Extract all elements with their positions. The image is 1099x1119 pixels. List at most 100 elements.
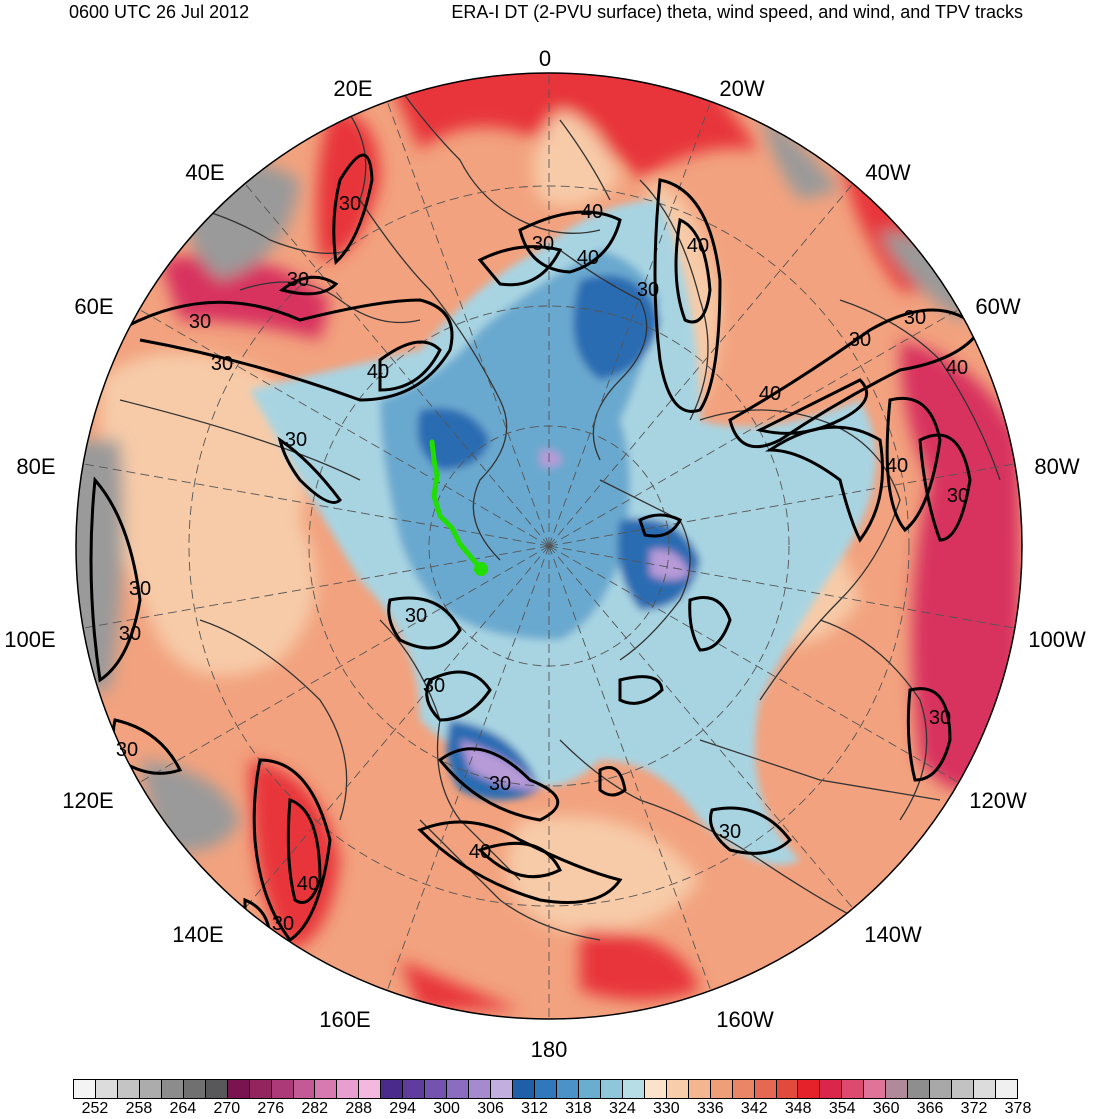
contour-label: 40: [297, 873, 319, 895]
contour-label: 40: [577, 247, 599, 269]
colorbar-swatch: [864, 1080, 887, 1098]
lon-label: 60E: [74, 294, 113, 319]
wind-speed-contours: [89, 153, 982, 943]
meridian-line: [240, 178, 550, 547]
colorbar-swatch: [205, 1080, 228, 1098]
lon-label: 0: [539, 46, 551, 71]
meridian-line: [548, 94, 714, 547]
meridian-line: [384, 545, 550, 998]
contour-label: 30: [285, 429, 307, 451]
lon-label: 20W: [719, 76, 764, 101]
colorbar-swatch: [337, 1080, 360, 1098]
meridian-line: [548, 545, 1022, 630]
lon-label: 60W: [975, 294, 1020, 319]
colorbar-swatch: [600, 1080, 623, 1098]
colorbar-tick-label: 378: [1004, 1100, 1032, 1117]
colorbar-swatch: [249, 1080, 272, 1098]
meridian-line: [133, 545, 550, 787]
colorbar-tick-label: 336: [696, 1100, 724, 1117]
colorbar-swatch: [183, 1080, 206, 1098]
lon-label: 120W: [969, 788, 1027, 813]
contour-label: 30: [287, 269, 309, 291]
colorbar-tick-label: 366: [916, 1100, 944, 1117]
meridian-line: [548, 545, 858, 914]
meridian-line: [133, 305, 550, 547]
contour-label: 30: [929, 707, 951, 729]
contour-label: 40: [581, 201, 603, 223]
contour-label: 40: [469, 841, 491, 863]
contour-label: 30: [119, 623, 141, 645]
colorbar-swatch: [996, 1080, 1017, 1098]
colorbar-swatch: [732, 1080, 755, 1098]
colorbar-swatch: [578, 1080, 601, 1098]
graticule: [76, 73, 1022, 1019]
colorbar-swatch: [293, 1080, 316, 1098]
colorbar-tick-label: 312: [521, 1100, 548, 1117]
colorbar-tick-label: 330: [653, 1100, 680, 1117]
meridian-line: [548, 462, 1022, 547]
colorbar-swatch: [952, 1080, 975, 1098]
plot-title: ERA-I DT (2-PVU surface) theta, wind spe…: [451, 2, 1023, 22]
colorbar-swatch: [820, 1080, 843, 1098]
colorbar-tick-label: 360: [872, 1100, 900, 1117]
lon-label: 20E: [333, 76, 372, 101]
lon-label: 180: [531, 1037, 568, 1062]
colorbar-swatch: [556, 1080, 579, 1098]
colorbar-swatch: [798, 1080, 821, 1098]
colorbar-swatch: [469, 1080, 492, 1098]
colorbar-swatch: [754, 1080, 777, 1098]
colorbar-tick-label: 348: [784, 1100, 812, 1117]
colorbar-swatch: [974, 1080, 997, 1098]
colorbar-tick-label: 354: [828, 1100, 856, 1117]
colorbar-tick-label: 258: [125, 1100, 153, 1117]
contour-label: 40: [687, 235, 709, 257]
colorbar-swatch: [74, 1080, 96, 1098]
colorbar-swatch: [908, 1080, 931, 1098]
meridian-line: [384, 94, 550, 547]
longitude-labels: 0 20W 40W 60W 80W 100W 120W 140W 160W 18…: [4, 46, 1086, 1062]
lon-label: 140W: [864, 922, 922, 947]
colorbar-labels: 252 258 264 270 276 282 288 294 300 306 312 318 324 3…: [73, 1100, 1032, 1118]
colorbar-tick-label: 270: [213, 1100, 241, 1117]
contour-label: 30: [189, 311, 211, 333]
colorbar-swatch: [688, 1080, 711, 1098]
lon-label: 100E: [4, 627, 55, 652]
meridian-line: [548, 305, 965, 547]
contour-label: 30: [405, 605, 427, 627]
contour-label: 30: [211, 353, 233, 375]
contour-label: 40: [367, 361, 389, 383]
colorbar-swatch: [381, 1080, 404, 1098]
colorbar-swatch: [425, 1080, 448, 1098]
meridian-line: [76, 545, 550, 630]
lon-label: 140E: [172, 922, 223, 947]
contour-label: 30: [116, 739, 138, 761]
colorbar-tick-label: 324: [609, 1100, 636, 1117]
contour-label: 30: [532, 233, 554, 255]
colorbar-swatch: [535, 1080, 557, 1098]
lon-label: 120E: [62, 788, 113, 813]
meridian-line: [548, 178, 858, 547]
lon-label: 160E: [319, 1007, 370, 1032]
contour-label: 30: [637, 279, 659, 301]
contour-label: 30: [339, 193, 361, 215]
theta-field: [76, 73, 1022, 1019]
map-boundary: [75, 72, 1023, 1020]
contour-label: 30: [272, 913, 294, 935]
colorbar-tick-label: 372: [960, 1100, 988, 1117]
colorbar-tick-label: 306: [477, 1100, 504, 1117]
contour-label: 40: [886, 455, 908, 477]
colorbar-swatch: [842, 1080, 865, 1098]
colorbar-swatch: [622, 1080, 645, 1098]
lon-label: 100W: [1028, 627, 1086, 652]
lon-label: 80W: [1034, 454, 1079, 479]
colorbar-swatch: [139, 1080, 162, 1098]
colorbar-swatch: [359, 1080, 382, 1098]
colorbar-tick-label: 294: [389, 1100, 416, 1117]
colorbar-tick-label: 300: [433, 1100, 460, 1117]
contour-label: 30: [489, 773, 511, 795]
contour-label: 30: [423, 675, 445, 697]
colorbar-swatch: [710, 1080, 733, 1098]
lon-label: 40W: [865, 160, 910, 185]
